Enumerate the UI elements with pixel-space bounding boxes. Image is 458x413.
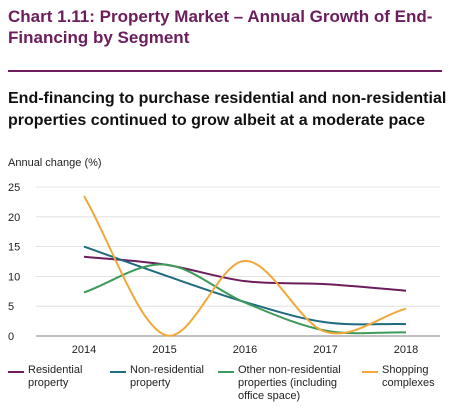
legend-label: Residential property — [28, 364, 83, 389]
legend: Residential property Non-residential prop… — [0, 364, 458, 412]
y-axis-label: Annual change (%) — [8, 157, 102, 169]
y-tick-label: 10 — [8, 271, 20, 283]
series-line-shopping — [83, 195, 407, 337]
legend-label: Non-residential property — [130, 364, 204, 389]
series-lines — [83, 195, 407, 337]
x-tick-label: 2014 — [72, 344, 96, 356]
y-tick-label: 20 — [8, 212, 20, 224]
y-tick-label: 25 — [8, 182, 20, 194]
x-tick-label: 2015 — [152, 344, 176, 356]
legend-swatch — [218, 371, 234, 373]
legend-swatch — [110, 371, 126, 373]
x-tick-label: 2017 — [313, 344, 337, 356]
chart-subtitle: End-financing to purchase residential an… — [8, 90, 447, 129]
title-divider — [8, 70, 442, 72]
x-tick-labels: 2014 2015 2016 2017 2018 — [72, 344, 418, 356]
x-tick-label: 2018 — [394, 344, 418, 356]
y-tick-label: 0 — [8, 331, 14, 343]
legend-label: Shopping complexes — [382, 364, 435, 389]
legend-swatch — [8, 371, 24, 373]
series-line-residential — [83, 255, 407, 292]
series-line-non-residential — [83, 245, 407, 326]
x-tick-label: 2016 — [233, 344, 257, 356]
legend-label: Other non-residential properties (includ… — [238, 364, 341, 402]
series-line-other-non-residential — [83, 263, 407, 335]
legend-swatch — [362, 371, 378, 373]
y-tick-label: 5 — [8, 301, 14, 313]
chart-title: Chart 1.11: Property Market – Annual Gro… — [8, 7, 433, 47]
gridlines — [36, 186, 440, 337]
line-chart: 0 5 10 15 20 25 2014 2015 2016 2017 2018 — [8, 182, 440, 356]
y-tick-label: 15 — [8, 242, 20, 254]
y-tick-labels: 0 5 10 15 20 25 — [8, 182, 20, 343]
